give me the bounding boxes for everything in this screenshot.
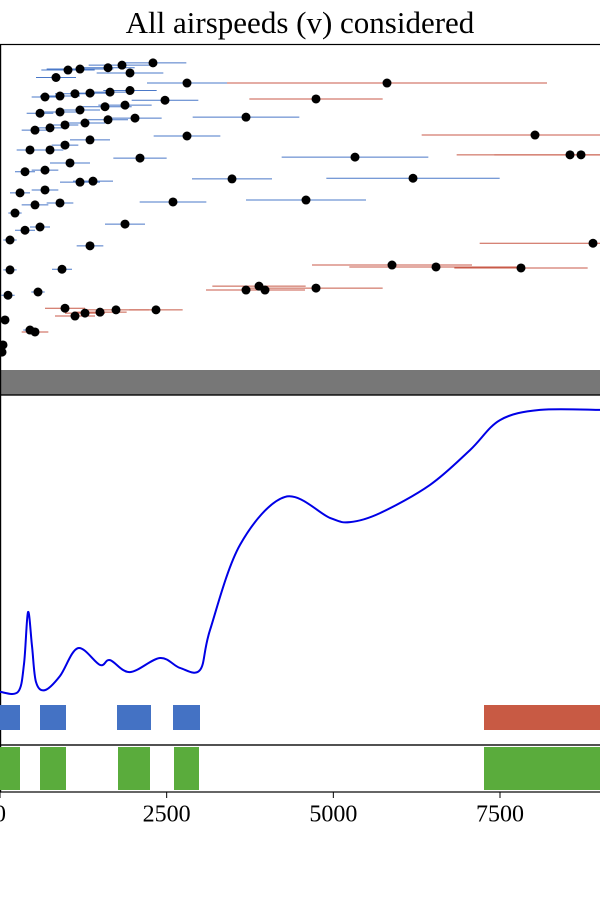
point: [51, 73, 61, 82]
point: [30, 327, 40, 337]
point: [148, 58, 158, 68]
point: [241, 285, 251, 295]
point: [75, 105, 85, 115]
point: [75, 64, 85, 74]
point: [10, 208, 20, 218]
point: [408, 173, 418, 183]
point: [241, 112, 251, 122]
point: [85, 88, 95, 98]
point: [111, 305, 121, 315]
point: [227, 174, 237, 184]
point: [15, 188, 25, 198]
point: [103, 63, 113, 73]
point: [60, 303, 70, 313]
point: [350, 152, 360, 162]
point: [55, 91, 65, 101]
span-bar: [484, 747, 600, 790]
point: [151, 305, 161, 315]
point: [0, 340, 8, 350]
point: [100, 102, 110, 112]
point: [120, 100, 130, 110]
point: [3, 290, 13, 300]
point: [0, 315, 10, 325]
point: [40, 92, 50, 102]
point: [565, 150, 575, 160]
point: [382, 78, 392, 88]
span-bar: [0, 705, 20, 730]
point: [103, 115, 113, 125]
point: [55, 198, 65, 208]
point: [40, 165, 50, 175]
point: [576, 150, 586, 160]
x-tick-label: 5000: [309, 802, 357, 828]
x-tick-label: 7500: [476, 802, 524, 828]
point: [55, 107, 65, 117]
point: [60, 140, 70, 150]
point: [260, 285, 270, 295]
point: [135, 153, 145, 163]
line: [0, 408, 600, 695]
point: [387, 260, 397, 270]
point: [30, 125, 40, 135]
point: [45, 123, 55, 133]
point: [60, 120, 70, 130]
x-tick-label: 2500: [143, 802, 191, 828]
point: [182, 78, 192, 88]
point: [311, 94, 321, 104]
point: [30, 200, 40, 210]
point: [85, 241, 95, 251]
point: [45, 145, 55, 155]
point: [75, 177, 85, 187]
point: [0, 347, 7, 357]
point: [35, 222, 45, 232]
point: [80, 118, 90, 128]
point: [105, 87, 115, 97]
point: [70, 89, 80, 99]
point: [65, 158, 75, 168]
point: [311, 283, 321, 293]
point: [588, 238, 598, 248]
span-bar: [0, 747, 20, 790]
span-bar: [174, 747, 199, 790]
chart-title: All airspeeds (v) considered: [126, 5, 475, 40]
point: [88, 176, 98, 186]
point: [80, 308, 90, 318]
point: [20, 225, 30, 235]
point: [57, 264, 67, 274]
panel-frame: [0, 394, 600, 746]
point: [5, 265, 15, 275]
x-tick-label: 0: [0, 802, 6, 828]
span-bar: [173, 705, 200, 730]
point: [168, 197, 178, 207]
point: [301, 195, 311, 205]
point: [5, 235, 15, 245]
gray-band: [0, 370, 600, 395]
point: [125, 68, 135, 78]
point: [35, 108, 45, 118]
span-bar: [40, 705, 66, 730]
point: [182, 131, 192, 141]
point: [95, 307, 105, 317]
point: [431, 262, 441, 272]
point: [117, 60, 127, 70]
point: [70, 311, 80, 321]
point: [530, 130, 540, 140]
span-bar: [118, 747, 150, 790]
point: [516, 263, 526, 273]
point: [33, 287, 43, 297]
point: [125, 86, 135, 95]
point: [120, 219, 130, 229]
span-bar: [484, 705, 600, 730]
point: [40, 185, 50, 195]
point: [63, 65, 73, 75]
span-bar: [117, 705, 151, 730]
span-bar: [40, 747, 66, 790]
point: [130, 113, 140, 123]
point: [85, 135, 95, 145]
point: [25, 145, 35, 155]
point: [160, 95, 170, 105]
point: [20, 167, 30, 177]
